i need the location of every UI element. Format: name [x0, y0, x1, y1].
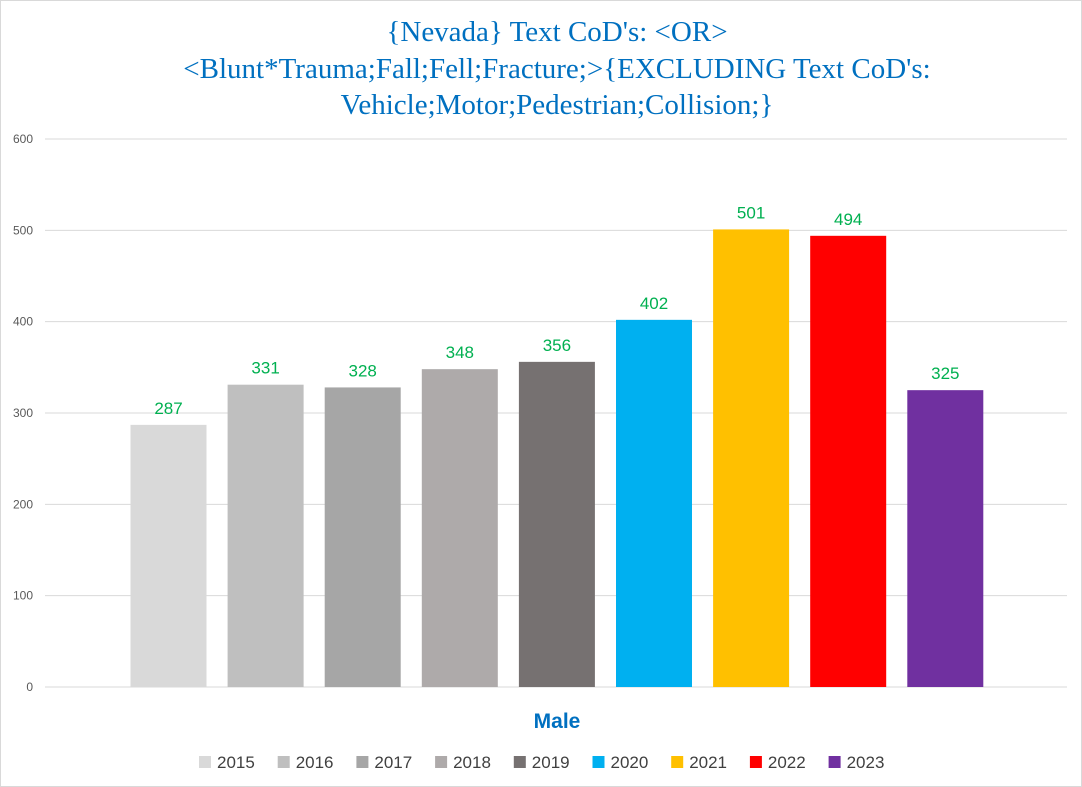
legend-swatch-2023: [828, 756, 841, 768]
data-label-2017: 328: [349, 361, 377, 380]
y-tick-label: 300: [13, 406, 33, 420]
legend-label-2019: 2019: [532, 753, 570, 772]
y-axis-ticks: 0 100 200 300 400 500 600: [13, 132, 33, 694]
legend-label-2022: 2022: [768, 753, 806, 772]
bar-2016: [227, 384, 304, 687]
y-tick-label: 200: [13, 497, 33, 511]
legend-swatch-2015: [199, 756, 211, 768]
chart-title-line: <Blunt*Trauma;Fall;Fell;Fracture;>{EXCLU…: [183, 53, 930, 85]
y-tick-label: 100: [13, 589, 33, 603]
chart-title-line: {Nevada} Text CoD's: <OR>: [386, 16, 727, 48]
data-label-2015: 287: [154, 399, 182, 418]
bar-2020: [616, 319, 692, 687]
bar-2018: [421, 369, 498, 687]
y-tick-label: 400: [13, 315, 33, 329]
bar-2017: [324, 387, 401, 687]
legend-swatch-2021: [671, 756, 684, 768]
legend-swatch-2016: [277, 756, 290, 768]
data-label-2018: 348: [446, 343, 474, 362]
data-label-2022: 494: [834, 210, 862, 229]
bar-2021: [713, 229, 790, 688]
bars: [130, 229, 984, 688]
chart-title: {Nevada} Text CoD's: <OR> <Blunt*Trauma;F…: [183, 16, 930, 121]
legend-label-2021: 2021: [689, 753, 727, 772]
legend-label-2017: 2017: [374, 753, 412, 772]
legend-swatch-2020: [592, 756, 605, 768]
legend-swatch-2019: [513, 756, 526, 768]
bar-2022: [810, 235, 887, 687]
chart-title-line: Vehicle;Motor;Pedestrian;Collision;}: [341, 89, 774, 121]
legend-label-2020: 2020: [611, 753, 649, 772]
legend-swatch-2022: [749, 756, 762, 768]
y-tick-label: 0: [26, 680, 33, 694]
bar-2015: [130, 424, 207, 687]
data-label-2016: 331: [251, 359, 279, 378]
legend-label-2023: 2023: [847, 753, 885, 772]
bar-2019: [518, 361, 595, 687]
y-tick-label: 500: [13, 223, 33, 237]
legend: 2015 2016 2017 2018 2019 2020 2021 2022 2023: [199, 753, 884, 772]
legend-swatch-2018: [435, 756, 448, 768]
x-axis-label: Male: [534, 710, 581, 733]
data-label-2020: 402: [640, 294, 668, 313]
data-label-2021: 501: [737, 203, 765, 222]
legend-label-2015: 2015: [217, 753, 255, 772]
legend-label-2018: 2018: [453, 753, 491, 772]
data-label-2019: 356: [543, 336, 571, 355]
legend-label-2016: 2016: [296, 753, 334, 772]
legend-swatch-2017: [356, 756, 369, 768]
data-label-2023: 325: [931, 364, 959, 383]
bar-2023: [907, 390, 984, 687]
y-tick-label: 600: [13, 132, 33, 146]
data-labels: 287 331 328 348 356 402 501 494 325: [154, 203, 959, 417]
